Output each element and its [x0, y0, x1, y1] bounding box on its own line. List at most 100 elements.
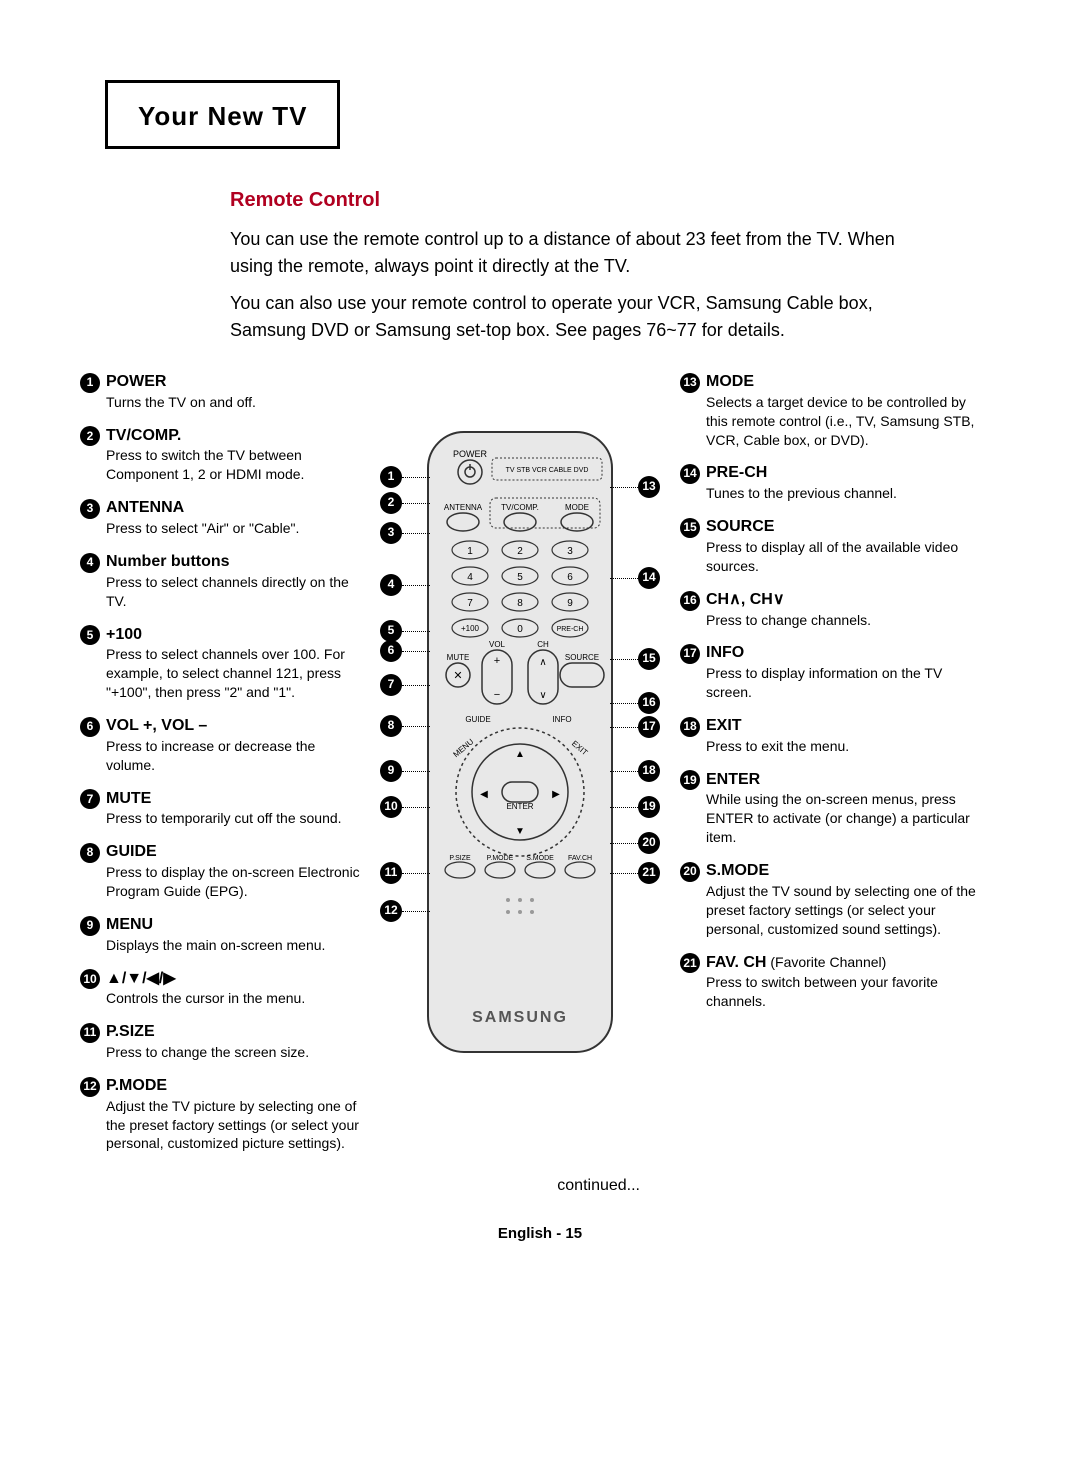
leader-line [402, 631, 430, 632]
item-body: Number buttonsPress to select channels d… [106, 552, 360, 611]
label-antenna: ANTENNA [444, 503, 483, 512]
item-number: 2 [80, 426, 106, 485]
item-description: Press to switch between your favorite ch… [706, 973, 980, 1011]
item-heading: S.MODE [706, 861, 980, 882]
item-description: Press to increase or decrease the volume… [106, 737, 360, 775]
item-number: 20 [680, 861, 706, 938]
label-enter: ENTER [506, 802, 533, 811]
svg-text:+100: +100 [461, 624, 480, 633]
svg-text:9: 9 [567, 598, 573, 609]
svg-text:1: 1 [467, 546, 473, 557]
item-body: ENTERWhile using the on-screen menus, pr… [706, 770, 980, 847]
item-description: While using the on-screen menus, press E… [706, 790, 980, 847]
leader-line [610, 771, 638, 772]
label-tvcomp: TV/COMP. [501, 503, 539, 512]
item-number: 9 [80, 915, 106, 955]
item-body: MODESelects a target device to be contro… [706, 372, 980, 449]
item-description: Press to display the on-screen Electroni… [106, 863, 360, 901]
leader-line [402, 771, 430, 772]
description-item: 18EXITPress to exit the menu. [680, 716, 980, 756]
description-item: 7MUTEPress to temporarily cut off the so… [80, 789, 360, 829]
label-pmode: P.MODE [487, 855, 514, 862]
item-body: GUIDEPress to display the on-screen Elec… [106, 842, 360, 901]
item-body: EXITPress to exit the menu. [706, 716, 980, 756]
item-heading: INFO [706, 643, 980, 664]
callout-badge: 5 [380, 620, 402, 642]
item-number: 10 [80, 969, 106, 1009]
callout-badge: 11 [380, 862, 402, 884]
svg-text:◀: ◀ [480, 789, 488, 800]
leader-line [402, 726, 430, 727]
svg-text:▲: ▲ [515, 749, 525, 760]
item-heading: TV/COMP. [106, 426, 360, 447]
item-number: 14 [680, 463, 706, 503]
item-number: 6 [80, 716, 106, 775]
item-body: INFOPress to display information on the … [706, 643, 980, 702]
callout-badge: 10 [380, 796, 402, 818]
svg-text:4: 4 [467, 572, 473, 583]
callout-badge: 14 [638, 567, 660, 589]
item-description: Press to change the screen size. [106, 1043, 360, 1062]
item-heading: ENTER [706, 770, 980, 791]
svg-text:5: 5 [517, 572, 523, 583]
callout-badge: 17 [638, 716, 660, 738]
label-source: SOURCE [565, 653, 599, 662]
description-item: 1POWERTurns the TV on and off. [80, 372, 360, 412]
item-description: Adjust the TV picture by selecting one o… [106, 1097, 360, 1154]
callout-badge: 3 [380, 522, 402, 544]
svg-text:+: + [494, 655, 500, 667]
item-description: Adjust the TV sound by selecting one of … [706, 882, 980, 939]
svg-text:0: 0 [517, 624, 523, 635]
svg-text:∧: ∧ [539, 657, 546, 668]
item-description: Press to select channels directly on the… [106, 573, 360, 611]
leader-line [402, 807, 430, 808]
item-heading: P.SIZE [106, 1022, 360, 1043]
leader-line [610, 487, 638, 488]
item-heading: MUTE [106, 789, 360, 810]
callout-badge: 8 [380, 715, 402, 737]
intro-text-2: You can also use your remote control to … [230, 290, 920, 344]
columns: 1POWERTurns the TV on and off.2TV/COMP.P… [80, 372, 1000, 1167]
label-ch: CH [537, 640, 549, 649]
description-item: 17INFOPress to display information on th… [680, 643, 980, 702]
callout-badge: 7 [380, 674, 402, 696]
item-number: 21 [680, 953, 706, 1012]
label-guide: GUIDE [465, 715, 490, 724]
page-number: English - 15 [80, 1225, 1000, 1242]
callout-badge: 19 [638, 796, 660, 818]
callout-badge: 20 [638, 832, 660, 854]
leader-line [610, 578, 638, 579]
leader-line [610, 659, 638, 660]
item-number: 4 [80, 552, 106, 611]
item-body: +100Press to select channels over 100. F… [106, 625, 360, 702]
item-description: Tunes to the previous channel. [706, 484, 980, 503]
item-body: PRE-CHTunes to the previous channel. [706, 463, 980, 503]
leader-line [402, 533, 430, 534]
callout-badge: 6 [380, 640, 402, 662]
svg-text:8: 8 [517, 598, 523, 609]
item-body: POWERTurns the TV on and off. [106, 372, 360, 412]
item-number: 5 [80, 625, 106, 702]
callout-badge: 21 [638, 862, 660, 884]
description-item: 19ENTERWhile using the on-screen menus, … [680, 770, 980, 847]
item-description: Press to display all of the available vi… [706, 538, 980, 576]
item-heading: POWER [106, 372, 360, 393]
description-item: 21FAV. CH (Favorite Channel)Press to swi… [680, 953, 980, 1012]
document-page: Your New TV Remote Control You can use t… [0, 0, 1080, 1474]
callout-badge: 12 [380, 900, 402, 922]
description-item: 5+100Press to select channels over 100. … [80, 625, 360, 702]
item-description: Press to switch the TV between Component… [106, 446, 360, 484]
leader-line [610, 807, 638, 808]
item-description: Turns the TV on and off. [106, 393, 360, 412]
description-item: 16CH∧, CH∨Press to change channels. [680, 590, 980, 630]
item-number: 15 [680, 517, 706, 576]
page-heading: Your New TV [138, 101, 307, 132]
description-item: 8GUIDEPress to display the on-screen Ele… [80, 842, 360, 901]
label-modes: TV STB VCR CABLE DVD [506, 467, 589, 474]
item-heading: FAV. CH (Favorite Channel) [706, 953, 980, 974]
label-vol: VOL [489, 640, 506, 649]
item-description: Selects a target device to be controlled… [706, 393, 980, 450]
item-body: ▲/▼/◀/▶Controls the cursor in the menu. [106, 969, 360, 1009]
callout-badge: 9 [380, 760, 402, 782]
leader-line [402, 873, 430, 874]
